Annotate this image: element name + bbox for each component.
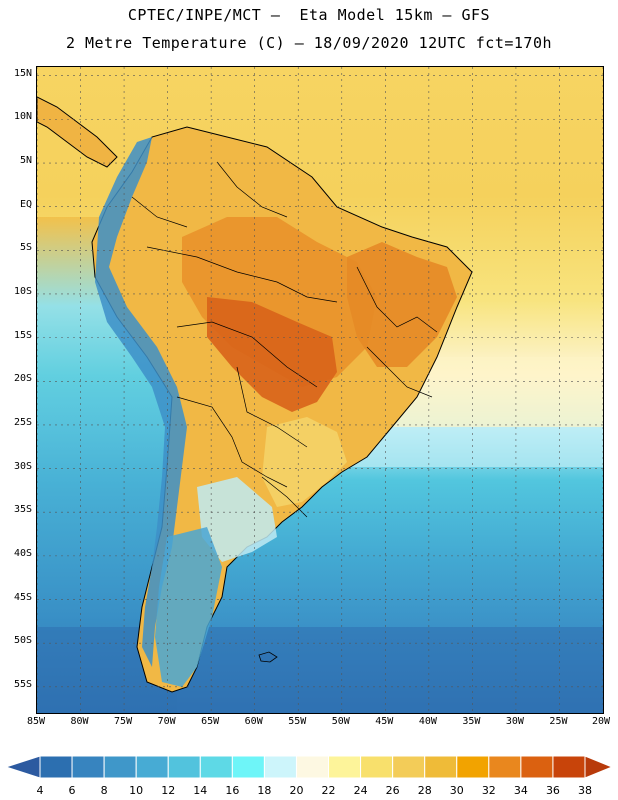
colorbar-tick-label: 22 <box>321 784 336 797</box>
colorbar-swatch <box>392 755 426 779</box>
chart-title-line-1: CPTEC/INPE/MCT – Eta Model 15km – GFS <box>127 6 491 24</box>
longitude-tick-label: 85W <box>26 716 46 727</box>
latitude-tick-label: 15S <box>13 329 32 341</box>
chart-title-line-2: 2 Metre Temperature (C) – 18/09/2020 12U… <box>65 34 553 52</box>
colorbar-swatch <box>135 755 169 779</box>
colorbar-swatch <box>103 755 137 779</box>
colorbar-tick-label: 16 <box>225 784 240 797</box>
latitude-tick-label: 35S <box>13 504 32 516</box>
temperature-map <box>36 66 604 714</box>
northeast-brazil-hot <box>347 242 457 367</box>
longitude-tick-label: 65W <box>201 716 220 727</box>
latitude-tick-label: 5N <box>19 155 32 167</box>
colorbar-tick-label: 32 <box>481 784 496 797</box>
longitude-tick-label: 25W <box>549 716 568 727</box>
map-canvas <box>37 67 603 713</box>
colorbar-swatch <box>488 755 522 779</box>
colorbar-tick-label: 6 <box>68 784 76 797</box>
latitude-tick-label: 30S <box>13 460 32 472</box>
latitude-tick-label: 45S <box>13 591 32 603</box>
colorbar-tick-label: 36 <box>545 784 560 797</box>
latitude-tick-label: 50S <box>13 635 32 647</box>
colorbar-swatch <box>263 755 297 779</box>
colorbar-swatch <box>295 755 330 779</box>
longitude-tick-label: 20W <box>591 716 611 727</box>
longitude-tick-label: 35W <box>462 716 481 727</box>
colorbar-tick-label: 14 <box>193 784 208 797</box>
latitude-tick-label: EQ <box>19 198 32 210</box>
colorbar-swatch <box>360 755 394 779</box>
central-america-land <box>37 96 118 168</box>
south-brazil-mild <box>262 417 347 507</box>
colorbar-swatch <box>71 755 105 779</box>
longitude-tick-label: 55W <box>288 716 307 727</box>
latitude-tick-label: 15N <box>13 67 32 79</box>
colorbar-tick-label: 10 <box>129 784 144 797</box>
longitude-tick-label: 45W <box>375 716 394 727</box>
southern-ocean-deep <box>37 627 603 713</box>
colorbar-tick-label: 34 <box>513 784 528 797</box>
longitude-tick-label: 80W <box>70 716 89 727</box>
colorbar-tick-label: 38 <box>578 784 592 797</box>
colorbar-tick-label: 18 <box>257 784 272 797</box>
colorbar-low-arrow <box>4 755 41 779</box>
longitude-tick-label: 50W <box>331 716 350 727</box>
longitude-tick-label: 60W <box>244 716 263 727</box>
country-borders <box>131 161 438 518</box>
colorbar-swatch <box>456 755 490 779</box>
falkland-islands <box>258 651 278 663</box>
colorbar-tick-label: 20 <box>289 784 304 797</box>
pampas-cool <box>197 477 277 562</box>
latitude-tick-label: 55S <box>13 678 32 690</box>
latitude-tick-label: 25S <box>13 416 32 428</box>
colorbar-tick-label: 12 <box>161 784 176 797</box>
temperature-colorbar <box>4 755 614 779</box>
graticule <box>37 67 603 713</box>
colorbar-tick-label: 4 <box>36 784 44 797</box>
colorbar-swatch <box>424 755 458 779</box>
latitude-tick-label: 5S <box>19 242 32 254</box>
andes-cold-strip <box>95 137 187 667</box>
patagonia-cool <box>155 527 222 687</box>
longitude-tick-label: 70W <box>157 716 176 727</box>
colorbar-swatch <box>39 755 73 779</box>
colorbar-tick-label: 24 <box>353 784 368 797</box>
colorbar-swatch <box>199 755 233 779</box>
longitude-tick-label: 40W <box>418 716 437 727</box>
latitude-tick-label: 20S <box>13 373 32 385</box>
colorbar-high-arrow <box>584 755 614 779</box>
latitude-tick-label: 10S <box>13 285 32 297</box>
colorbar-swatch <box>231 755 265 779</box>
colorbar-swatch <box>167 755 201 779</box>
colorbar-swatch <box>552 755 586 779</box>
colorbar-tick-label: 28 <box>417 784 432 797</box>
longitude-tick-label: 75W <box>114 716 133 727</box>
latitude-tick-label: 40S <box>13 547 32 559</box>
colorbar-tick-label: 8 <box>100 784 108 797</box>
latitude-tick-label: 10N <box>13 111 32 123</box>
colorbar-tick-label: 30 <box>449 784 464 797</box>
colorbar-tick-label: 26 <box>385 784 400 797</box>
colorbar-swatch <box>328 755 362 779</box>
longitude-tick-label: 30W <box>505 716 524 727</box>
colorbar-swatch <box>520 755 554 779</box>
